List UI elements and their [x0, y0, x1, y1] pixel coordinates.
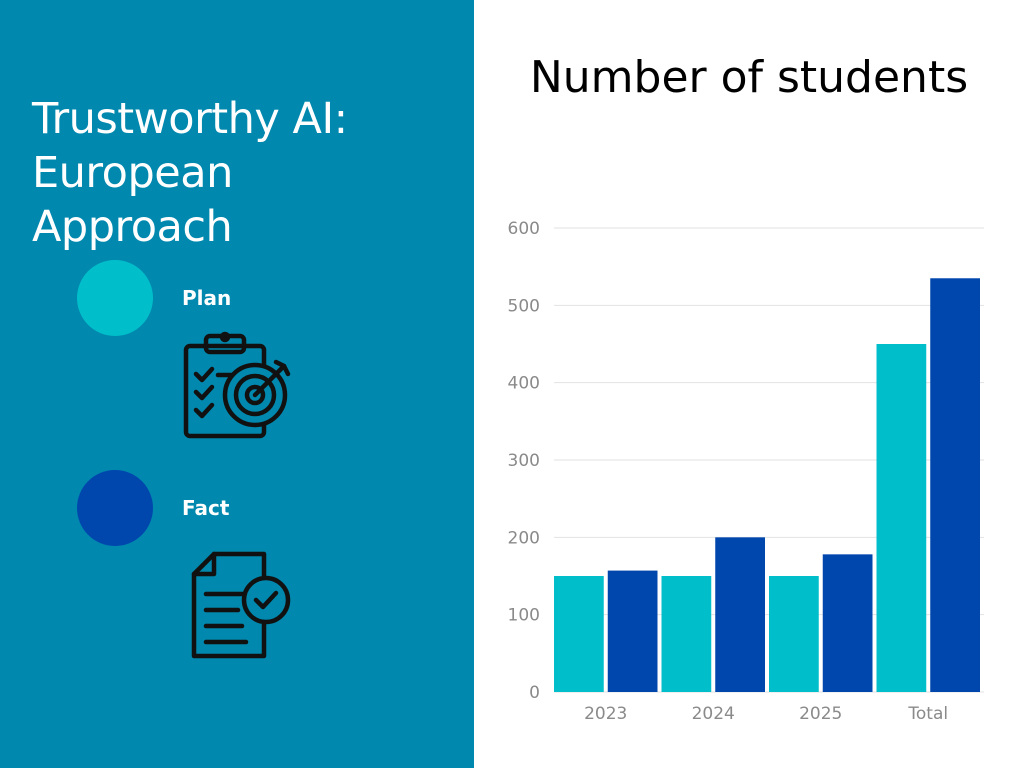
- panel-title-line-2: European: [32, 148, 233, 198]
- bar-fact-2025: [822, 554, 873, 692]
- x-tick-label: 2024: [692, 704, 735, 724]
- x-tick-label: Total: [907, 704, 948, 724]
- x-tick-label: 2023: [584, 704, 627, 724]
- bar-plan-total: [876, 344, 927, 692]
- x-tick-label: 2025: [799, 704, 842, 724]
- y-tick-label: 0: [529, 683, 540, 703]
- bar-plan-2023: [554, 576, 604, 692]
- y-tick-label: 200: [508, 528, 540, 548]
- bar-fact-2024: [715, 537, 765, 692]
- y-tick-label: 400: [508, 374, 540, 394]
- panel-title: Trustworthy AI: European Approach: [32, 92, 462, 254]
- bar-chart: 0 100 200 300 400 500 600 2023 2024 2025 Total: [508, 219, 984, 724]
- bar-fact-2023: [607, 570, 658, 692]
- legend-plan-dot: [77, 260, 153, 336]
- chart-title: Number of students: [529, 52, 969, 103]
- document-check-icon: [191, 551, 291, 659]
- bar-fact-total: [930, 278, 980, 692]
- panel-title-line-1: Trustworthy AI:: [32, 94, 348, 144]
- bar-plan-2024: [661, 576, 712, 692]
- y-tick-label: 600: [508, 219, 540, 239]
- y-tick-label: 300: [508, 451, 540, 471]
- legend-plan-label: Plan: [182, 286, 232, 310]
- clipboard-target-icon: [183, 331, 291, 439]
- legend-fact-dot: [77, 470, 153, 546]
- y-tick-label: 500: [508, 296, 540, 316]
- y-tick-label: 100: [508, 606, 540, 626]
- left-panel: Trustworthy AI: European Approach Plan F…: [0, 0, 474, 768]
- bar-plan-2025: [769, 576, 819, 692]
- panel-title-line-3: Approach: [32, 202, 233, 252]
- legend-fact-label: Fact: [182, 496, 230, 520]
